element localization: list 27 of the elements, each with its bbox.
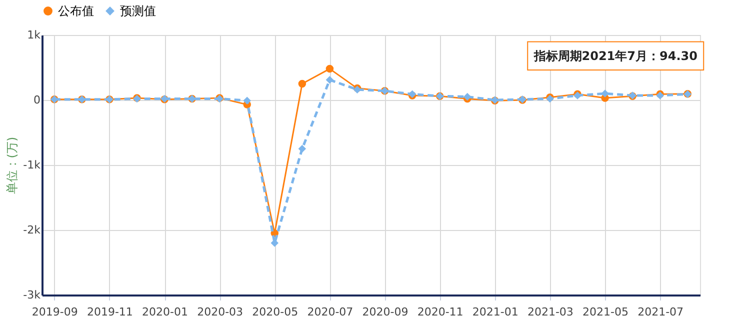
x-tick-label: 2021-07 xyxy=(638,306,684,318)
x-tick-label: 2020-07 xyxy=(307,306,354,318)
y-tick-label: 0 xyxy=(34,94,40,106)
x-tick-label: 2020-05 xyxy=(252,306,298,318)
x-tick-label: 2019-11 xyxy=(86,306,133,318)
y-axis-title: 单位：(万) xyxy=(5,136,20,194)
y-tick-label: 1k xyxy=(27,28,42,42)
point xyxy=(243,96,251,105)
y-tick-label: -1k xyxy=(23,158,42,172)
x-tick-label: 2020-01 xyxy=(142,306,188,318)
point xyxy=(298,80,306,88)
y-tick-label: -2k xyxy=(23,224,42,236)
x-tick-label: 2019-09 xyxy=(32,306,78,318)
x-tick-label: 2020-09 xyxy=(362,306,408,318)
annotation: 指标周期2021年7月：94.30 xyxy=(532,48,698,63)
x-tick-label: 2021-01 xyxy=(472,306,518,318)
x-tick-label: 2020-03 xyxy=(197,306,244,318)
x-tick-label: 2020-11 xyxy=(417,306,464,318)
x-tick-label: 2021-05 xyxy=(582,306,628,318)
point xyxy=(326,76,334,84)
point xyxy=(298,144,306,153)
legend-label: 预测值 xyxy=(120,4,156,18)
y-tick-label: -3k xyxy=(23,288,42,302)
x-tick-label: 2021-03 xyxy=(527,306,574,318)
point xyxy=(601,90,609,98)
legend-label: 公布值 xyxy=(58,4,94,18)
point xyxy=(326,64,334,73)
